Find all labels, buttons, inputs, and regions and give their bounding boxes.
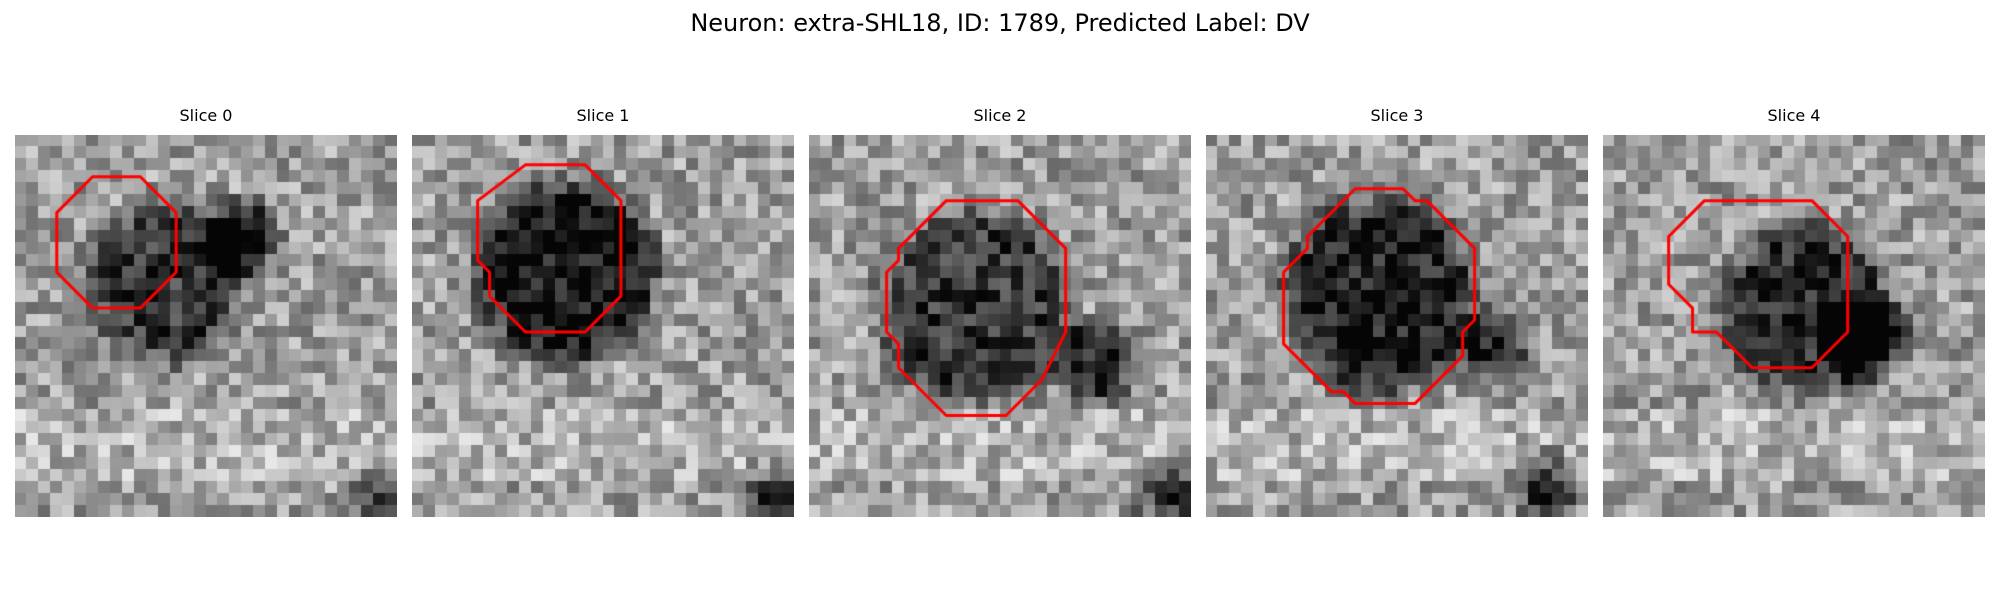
slice-title: Slice 2 (973, 106, 1027, 125)
slice-image (15, 135, 397, 517)
figure-title: Neuron: extra-SHL18, ID: 1789, Predicted… (690, 9, 1310, 37)
slice-image (1603, 135, 1985, 517)
slice-image (809, 135, 1191, 517)
slice-title: Slice 0 (179, 106, 233, 125)
slice-title: Slice 1 (576, 106, 630, 125)
slice-title: Slice 4 (1767, 106, 1821, 125)
slice-image (1206, 135, 1588, 517)
slice-image (412, 135, 794, 517)
slice-title: Slice 3 (1370, 106, 1424, 125)
